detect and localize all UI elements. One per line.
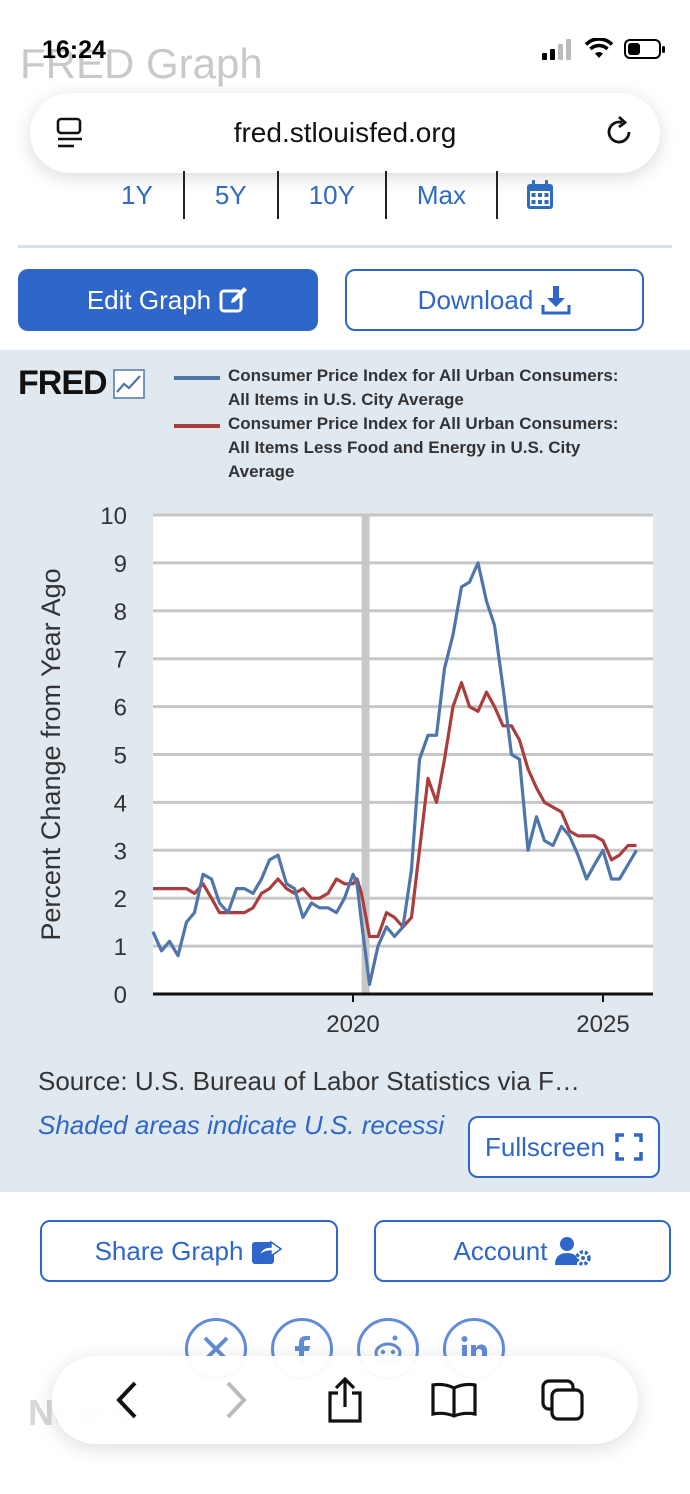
x-tick-label: 2020 bbox=[326, 1011, 379, 1038]
chevron-left-icon bbox=[115, 1381, 137, 1419]
legend-swatch-blue bbox=[174, 376, 220, 380]
cellular-signal-icon bbox=[542, 39, 571, 60]
browser-toolbar bbox=[52, 1356, 638, 1444]
y-tick-label: 10 bbox=[100, 503, 127, 530]
legend-swatch-red bbox=[174, 424, 220, 428]
line-chart[interactable]: 0 1 2 3 4 5 6 7 8 9 10 2020 2025 Percent Change from … bbox=[0, 350, 690, 1070]
back-button[interactable] bbox=[97, 1370, 157, 1430]
chart-trend-icon bbox=[112, 368, 145, 399]
chart-panel: FRED Consumer Price Index for All Urban … bbox=[0, 350, 690, 1192]
fullscreen-label: Fullscreen bbox=[485, 1131, 605, 1162]
status-bar: 16:24 bbox=[0, 0, 690, 90]
y-tick-label: 9 bbox=[114, 551, 127, 578]
y-tick-label: 0 bbox=[114, 982, 127, 1009]
tabs-icon bbox=[541, 1379, 584, 1421]
chart-legend: Consumer Price Index for All Urban Consu… bbox=[174, 364, 644, 484]
legend-label-all-items: Consumer Price Index for All Urban Consu… bbox=[228, 366, 619, 409]
fred-logo-text: FRED bbox=[18, 364, 108, 402]
share-graph-label: Share Graph bbox=[94, 1235, 244, 1266]
bookmarks-button[interactable] bbox=[424, 1370, 484, 1430]
account-label: Account bbox=[453, 1235, 548, 1266]
divider bbox=[18, 245, 672, 248]
range-5y-button[interactable]: 5Y bbox=[185, 171, 279, 219]
range-10y-button[interactable]: 10Y bbox=[279, 171, 387, 219]
status-icons bbox=[542, 38, 666, 60]
status-time: 16:24 bbox=[42, 36, 106, 64]
source-text: Source: U.S. Bureau of Labor Statistics … bbox=[38, 1066, 580, 1096]
y-tick-label: 4 bbox=[114, 790, 127, 817]
y-tick-label: 5 bbox=[114, 743, 127, 770]
y-tick-label: 1 bbox=[114, 934, 127, 961]
fullscreen-button[interactable]: Fullscreen bbox=[468, 1116, 660, 1178]
legend-entry-all-items: Consumer Price Index for All Urban Consu… bbox=[174, 364, 644, 412]
date-range-selector: 1Y 5Y 10Y Max bbox=[95, 170, 582, 220]
series-line-all-items[interactable] bbox=[151, 561, 638, 987]
y-tick-label: 2 bbox=[114, 886, 127, 913]
y-tick-label: 7 bbox=[114, 647, 127, 674]
calendar-icon bbox=[527, 180, 554, 209]
page-title: FRED Graph bbox=[20, 40, 263, 87]
x-tick-label: 2025 bbox=[576, 1011, 629, 1038]
tabs-button[interactable] bbox=[533, 1370, 593, 1430]
battery-icon bbox=[624, 39, 665, 59]
legend-entry-core: Consumer Price Index for All Urban Consu… bbox=[174, 412, 644, 484]
download-button[interactable]: Download bbox=[345, 269, 644, 331]
book-icon bbox=[431, 1382, 477, 1418]
wifi-icon bbox=[584, 38, 614, 58]
download-icon bbox=[541, 286, 571, 315]
recession-note: Shaded areas indicate U.S. recessi bbox=[38, 1110, 445, 1140]
range-max-button[interactable]: Max bbox=[387, 171, 499, 219]
y-tick-label: 8 bbox=[114, 599, 127, 626]
download-label: Download bbox=[417, 284, 534, 315]
y-tick-label: 6 bbox=[114, 695, 127, 722]
chevron-right-icon bbox=[226, 1381, 247, 1419]
expand-icon bbox=[615, 1133, 643, 1161]
share-upload-icon bbox=[328, 1377, 362, 1423]
reload-icon[interactable] bbox=[602, 115, 636, 149]
edit-graph-button[interactable]: Edit Graph bbox=[18, 269, 318, 331]
account-button[interactable]: Account bbox=[374, 1220, 671, 1282]
edit-icon bbox=[219, 287, 248, 313]
calendar-button[interactable] bbox=[498, 171, 582, 219]
series-line-core[interactable] bbox=[153, 681, 637, 939]
share-graph-button[interactable]: Share Graph bbox=[40, 1220, 338, 1282]
fred-logo: FRED bbox=[18, 364, 145, 403]
user-gear-icon bbox=[555, 1237, 592, 1266]
address-bar[interactable]: fred.stlouisfed.org bbox=[30, 93, 660, 173]
y-tick-label: 3 bbox=[114, 838, 127, 865]
url-text[interactable]: fred.stlouisfed.org bbox=[233, 117, 457, 148]
share-icon bbox=[252, 1240, 283, 1264]
range-1y-button[interactable]: 1Y bbox=[95, 171, 185, 219]
edit-graph-label: Edit Graph bbox=[86, 284, 212, 315]
share-page-button[interactable] bbox=[315, 1370, 375, 1430]
legend-label-core: Consumer Price Index for All Urban Consu… bbox=[228, 414, 619, 481]
forward-button[interactable] bbox=[206, 1370, 266, 1430]
y-axis-label: Percent Change from Year Ago bbox=[36, 568, 66, 940]
reader-mode-icon[interactable] bbox=[56, 117, 86, 149]
